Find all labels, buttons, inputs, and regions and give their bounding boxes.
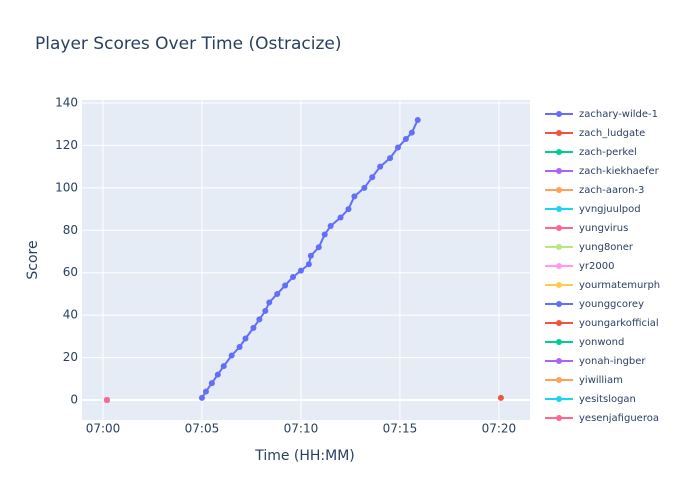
y-tick-label: 40: [63, 308, 78, 322]
data-point: [198, 394, 205, 401]
plot-area: [82, 100, 530, 420]
legend-marker: [556, 396, 562, 402]
legend-label: yiwilliam: [579, 375, 623, 386]
data-point: [228, 352, 235, 359]
data-point: [262, 307, 269, 314]
data-point: [297, 267, 304, 274]
data-point: [250, 324, 257, 331]
data-point: [290, 273, 297, 280]
y-tick-label: 0: [70, 393, 78, 407]
data-point: [236, 344, 243, 351]
data-point: [402, 136, 409, 143]
legend-label: yonah-ingber: [579, 356, 646, 367]
legend-marker: [556, 130, 562, 136]
data-point: [242, 335, 249, 342]
data-point: [282, 282, 289, 289]
legend-marker: [556, 263, 562, 269]
legend-label: yung8oner: [579, 242, 634, 253]
x-tick-label: 07:10: [284, 422, 319, 436]
data-point: [208, 380, 215, 387]
legend-label: zachary-wilde-1: [579, 109, 658, 120]
grid: 0 20 40 60 80 100 120 140 07:00 07:05 07:10 07:15 07…: [55, 95, 530, 436]
y-tick-label: 140: [55, 95, 78, 109]
data-point: [351, 193, 358, 200]
x-tick-label: 07:15: [383, 422, 418, 436]
y-tick-label: 20: [63, 350, 78, 364]
data-point: [369, 174, 376, 181]
legend-marker: [556, 206, 562, 212]
legend-label: younggcorey: [579, 299, 644, 310]
legend-label: zach_ludgate: [579, 128, 645, 139]
data-layer: [103, 116, 504, 404]
legend-marker: [556, 339, 562, 345]
data-point: [266, 299, 273, 306]
data-point: [315, 244, 322, 251]
data-point: [394, 144, 401, 151]
legend-label: yvngjuulpod: [579, 204, 641, 215]
legend-label: yourmatemurph: [579, 280, 660, 291]
legend-marker: [556, 244, 562, 250]
chart-title: Player Scores Over Time (Ostracize): [35, 34, 342, 54]
data-point: [256, 316, 263, 323]
y-tick-label: 120: [55, 138, 78, 152]
legend-label: yr2000: [579, 261, 614, 272]
x-tick-label: 07:20: [482, 422, 517, 436]
legend-marker: [556, 149, 562, 155]
legend-label: zach-perkel: [579, 147, 637, 158]
data-point: [103, 397, 110, 404]
legend-label: youngarkofficial: [579, 318, 659, 329]
data-point: [408, 129, 415, 136]
legend-marker: [556, 111, 562, 117]
legend-marker: [556, 282, 562, 288]
legend-label: yonwond: [579, 337, 624, 348]
legend-marker: [556, 358, 562, 364]
data-point: [274, 290, 281, 297]
data-point: [414, 116, 421, 123]
data-point: [361, 184, 368, 191]
legend-label: yesitslogan: [579, 394, 636, 405]
legend-marker: [556, 301, 562, 307]
y-axis-label: Score: [25, 240, 41, 279]
x-tick-label: 07:05: [185, 422, 220, 436]
x-axis-label: Time (HH:MM): [254, 448, 355, 464]
data-point: [305, 261, 312, 268]
legend-label: yesenjafigueroa: [579, 413, 659, 424]
legend: zachary-wilde-1 zach_ludgate zach-perkel za…: [545, 109, 660, 424]
y-tick-label: 80: [63, 223, 78, 237]
legend-marker: [556, 415, 562, 421]
data-point: [337, 214, 344, 221]
legend-label: zach-aaron-3: [579, 185, 644, 196]
y-tick-label: 60: [63, 265, 78, 279]
x-tick-label: 07:00: [86, 422, 121, 436]
data-point: [497, 394, 504, 401]
legend-marker: [556, 320, 562, 326]
legend-marker: [556, 168, 562, 174]
legend-label: yungvirus: [579, 223, 628, 234]
legend-label: zach-kiekhaefer: [579, 166, 660, 177]
y-tick-label: 100: [55, 180, 78, 194]
data-point: [387, 155, 394, 162]
data-point: [321, 231, 328, 238]
legend-marker: [556, 225, 562, 231]
legend-marker: [556, 187, 562, 193]
data-point: [345, 206, 352, 213]
data-point: [327, 223, 334, 230]
data-point: [377, 163, 384, 170]
data-point: [220, 363, 227, 370]
data-point: [307, 252, 314, 259]
data-point: [214, 371, 221, 378]
legend-marker: [556, 377, 562, 383]
data-point: [202, 388, 209, 395]
